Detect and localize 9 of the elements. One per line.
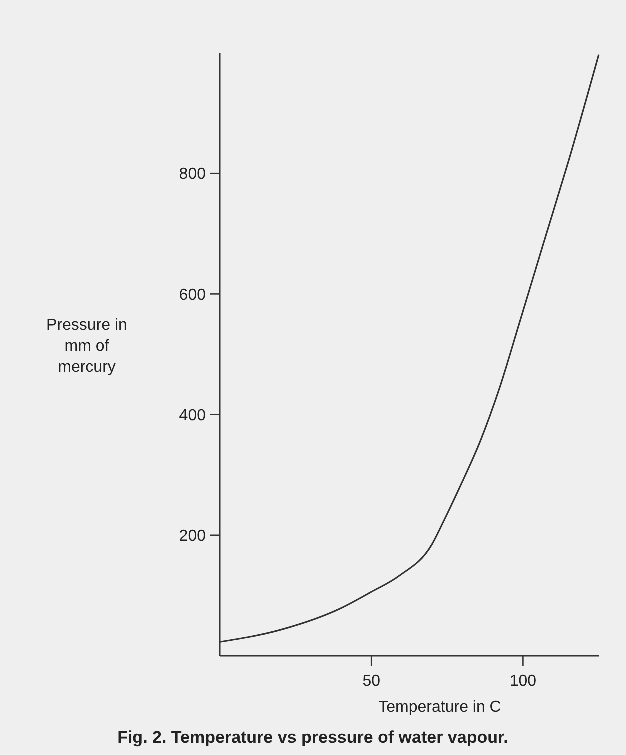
y-tick-label: 800 [179,166,206,184]
x-axis-title: Temperature in C [378,699,502,716]
x-tick-label: 100 [510,673,537,690]
y-tick-label: 200 [179,528,206,545]
y-tick-label: 600 [179,286,206,304]
x-tick-label: 50 [362,673,381,690]
y-tick-label: 400 [179,407,206,424]
y-axis-title: Pressure in mm of mercury [46,317,128,376]
text: Fig. 2. Temperature vs pressure of water vapour. [118,728,508,747]
